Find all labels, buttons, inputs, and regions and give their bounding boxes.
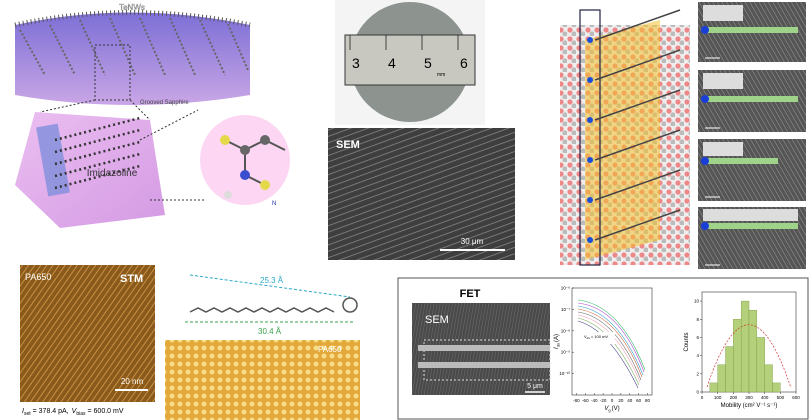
- x-tick-label: 20: [618, 398, 624, 403]
- y-tick-label: 10⁻⁶: [561, 286, 570, 291]
- x-tick-label: 500: [777, 395, 785, 400]
- x-tick-label: 100: [714, 395, 722, 400]
- value-text: = 378.4 pA,: [33, 408, 69, 415]
- x-tick-label: -60: [582, 398, 589, 403]
- symbol: V: [604, 406, 609, 412]
- fet-title: FET: [460, 288, 481, 300]
- ruler-label: 6: [460, 55, 468, 71]
- bar: [740, 300, 750, 393]
- scale-label: 30 μm: [461, 237, 484, 246]
- x-tick-label: 300: [745, 395, 753, 400]
- bar: [733, 319, 742, 393]
- nanowire-label: TeNWs: [119, 3, 145, 12]
- sem-label: SEM: [425, 314, 449, 326]
- molecular-model: [560, 9, 690, 266]
- scale-label: 5 μm: [527, 383, 543, 390]
- x-tick-label: 40: [627, 398, 633, 403]
- symbol: V: [72, 408, 78, 415]
- scale-label: 20 nm: [121, 377, 144, 386]
- stm-label: STM: [120, 273, 143, 285]
- stm-conditions: Iset = 378.4 pA, Vbias = 600.0 mV: [22, 408, 124, 417]
- stm-image: PA650 STM 20 nm Iset = 378.4 pA, Vbias = 60…: [20, 265, 155, 417]
- atom-label: N: [272, 201, 276, 207]
- x-tick-label: -20: [600, 398, 607, 403]
- annotation: Vds= 100 mV: [584, 334, 608, 340]
- ruler-label: 5: [424, 55, 432, 71]
- x-tick-label: 200: [730, 395, 738, 400]
- value-text: = 100 mV: [591, 334, 609, 339]
- bar: [725, 346, 734, 393]
- x-tick-label: 0: [611, 398, 614, 403]
- x-tick-label: 60: [636, 398, 642, 403]
- fit-curve: [706, 324, 792, 389]
- molecule-diagram: 25.3 Å 30.4 Å PA650: [165, 274, 360, 420]
- x-axis-label: Vg(V): [604, 406, 619, 413]
- y-tick-label: 10⁻⁷: [561, 307, 570, 312]
- subscript: bias: [76, 411, 86, 417]
- y-tick-label: 0: [696, 390, 699, 395]
- y-tick-label: 10⁻⁹: [561, 350, 570, 355]
- subscript: set: [24, 411, 31, 417]
- bar: [756, 337, 765, 393]
- y-tick-label: 10⁻¹⁰: [559, 371, 570, 376]
- symbol: I: [22, 408, 24, 415]
- x-tick-label: 600: [792, 395, 800, 400]
- subscript: ds: [556, 343, 561, 347]
- unit: (V): [612, 406, 620, 412]
- bar: [709, 382, 718, 393]
- y-tick-label: 6: [696, 335, 699, 340]
- symbol: I: [554, 347, 560, 349]
- value-text: = 600.0 mV: [88, 408, 124, 415]
- sample-label: PA650: [318, 345, 342, 354]
- unit: (A): [554, 334, 560, 342]
- length-label: 25.3 Å: [260, 276, 284, 285]
- y-axis-label: Counts: [684, 332, 690, 351]
- substrate-label: Grooved Sapphire: [140, 100, 189, 106]
- bar: [772, 382, 781, 393]
- sample-label: PA650: [25, 272, 51, 282]
- bar: [717, 364, 726, 393]
- wafer-photo: 3 4 5 mm 6: [335, 0, 485, 125]
- side-images: [698, 2, 806, 269]
- x-tick-label: -40: [591, 398, 598, 403]
- sem-image: SEM 30 μm: [328, 128, 515, 260]
- y-tick-label: 4: [696, 353, 699, 358]
- y-tick-label: 10: [694, 299, 700, 304]
- ruler-label: 4: [388, 55, 396, 71]
- subscript: g: [608, 408, 610, 413]
- illustration: TeNWs Grooved Sapphire Imidazoline N: [14, 3, 290, 228]
- symbol: V: [584, 334, 587, 339]
- y-tick-label: 10⁻⁸: [561, 328, 570, 333]
- y-tick-label: 2: [696, 371, 699, 376]
- x-tick-label: -80: [573, 398, 580, 403]
- x-tick-label: 0: [701, 395, 704, 400]
- molecule-label: Imidazoline: [87, 168, 138, 179]
- y-tick-label: 8: [696, 317, 699, 322]
- ruler-unit: mm: [437, 72, 445, 78]
- y-axis-label: Ids(A): [554, 334, 561, 349]
- ruler-label: 3: [352, 55, 360, 71]
- bar: [748, 309, 758, 393]
- bar: [764, 364, 773, 393]
- x-tick-label: 80: [645, 398, 651, 403]
- length-label: 30.4 Å: [258, 327, 282, 336]
- sem-label: SEM: [336, 139, 360, 151]
- subscript: ds: [587, 336, 591, 340]
- x-tick-label: 400: [761, 395, 769, 400]
- x-axis-label: Mobility (cm² V⁻¹ s⁻¹): [721, 403, 778, 409]
